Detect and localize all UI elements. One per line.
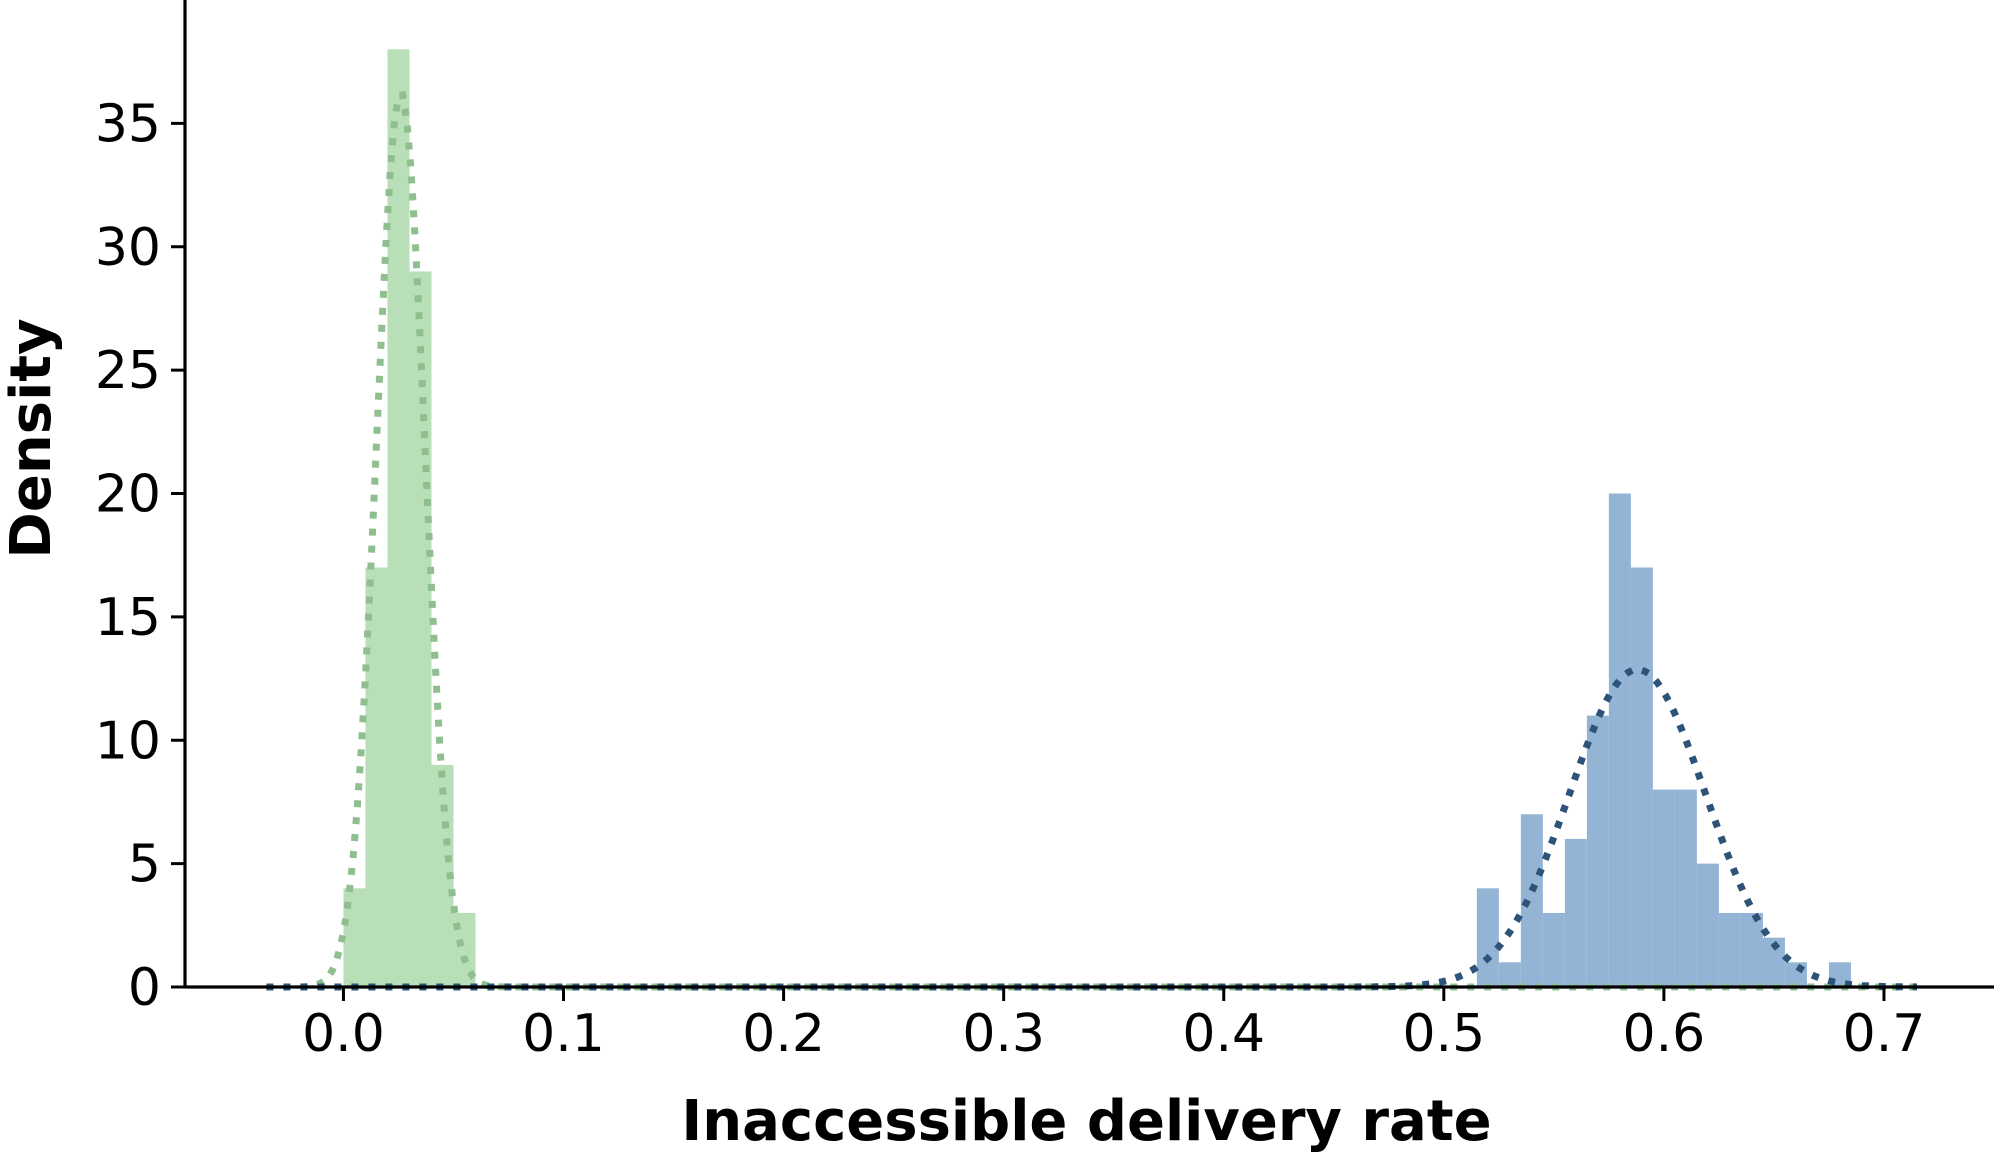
y-axis-label: Density [0, 318, 64, 558]
x-tick-label-4: 0.3 [962, 1004, 1045, 1064]
y-tick-label-1: 0 [128, 958, 161, 1018]
y-tick-label-8: 35 [95, 94, 161, 154]
histogram-bar-s2-15 [1784, 962, 1807, 987]
y-tick-label-3: 10 [95, 711, 161, 771]
x-tick-label-5: 0.4 [1182, 1004, 1265, 1064]
histogram-bar-s1-6 [453, 912, 476, 987]
x-tick-label-7: 0.6 [1623, 1004, 1706, 1064]
histogram-bar-s2-4 [1542, 912, 1565, 987]
y-tick-label-2: 5 [128, 835, 161, 895]
histogram-bar-s2-5 [1564, 838, 1587, 987]
histogram-bar-s2-3 [1520, 814, 1543, 987]
histogram-bar-s2-8 [1630, 567, 1653, 987]
histogram-bar-s1-1 [343, 888, 366, 987]
histogram-bar-s2-1 [1476, 888, 1499, 987]
x-tick-label-3: 0.2 [742, 1004, 825, 1064]
histogram-bar-s2-10 [1674, 789, 1697, 987]
histogram-bar-s2-14 [1762, 937, 1785, 987]
x-tick-label-6: 0.5 [1402, 1004, 1485, 1064]
histogram-bar-s2-6 [1586, 715, 1609, 987]
histogram-bar-s1-3 [387, 49, 410, 988]
x-axis-ticks: 0.0 0.1 0.2 0.3 0.4 0.5 0.6 0.7 [302, 987, 1925, 1064]
y-tick-label-6: 25 [95, 341, 161, 401]
y-tick-label-4: 15 [95, 588, 161, 648]
histogram-bar-s1-4 [409, 271, 432, 987]
histogram-bar-s2-11 [1696, 863, 1719, 987]
histogram-bar-s2-12 [1718, 912, 1741, 987]
histogram-bar-s2-13 [1740, 912, 1763, 987]
y-tick-label-5: 20 [95, 465, 161, 525]
histogram-bars [343, 49, 1851, 988]
x-tick-label-2: 0.1 [522, 1004, 605, 1064]
x-tick-label-8: 0.7 [1843, 1004, 1926, 1064]
y-tick-label-7: 30 [95, 218, 161, 278]
histogram-bar-s1-5 [431, 764, 454, 987]
x-axis-label: Inaccessible delivery rate [681, 1089, 1491, 1154]
histogram-bar-s2-2 [1498, 962, 1521, 987]
x-tick-label-1: 0.0 [302, 1004, 385, 1064]
histogram-bar-s1-2 [365, 567, 388, 987]
y-axis-ticks: 0 5 10 15 20 25 30 35 [95, 94, 185, 1018]
histogram-bar-s2-9 [1652, 789, 1675, 987]
histogram-bar-s2-7 [1608, 493, 1631, 987]
